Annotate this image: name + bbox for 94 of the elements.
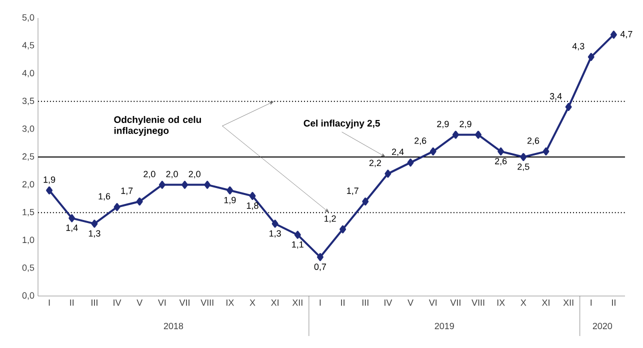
x-tick-label: VII bbox=[179, 300, 190, 306]
point bbox=[294, 230, 301, 239]
x-tick-label: I bbox=[320, 300, 321, 306]
data-label: 2,0 bbox=[144, 170, 156, 178]
point bbox=[68, 214, 76, 222]
point bbox=[565, 102, 572, 111]
data-label: 1,7 bbox=[347, 188, 358, 195]
text: 2019 bbox=[434, 322, 454, 330]
x-tick-label: II bbox=[70, 300, 74, 306]
point bbox=[430, 147, 436, 156]
point bbox=[498, 147, 504, 156]
data-label: 1,3 bbox=[88, 230, 100, 238]
data-label: 2,6 bbox=[527, 138, 540, 145]
point bbox=[249, 192, 256, 200]
point bbox=[588, 52, 594, 61]
x-tick-label: XI bbox=[271, 300, 278, 306]
ref-line-label: Cel inflacyjny 2,5 bbox=[304, 120, 380, 128]
x-tick-label: XII bbox=[563, 300, 574, 306]
data-label: 4,7 bbox=[620, 31, 632, 38]
point bbox=[182, 180, 188, 189]
data-label: 2,9 bbox=[437, 120, 449, 128]
data-label: 2,0 bbox=[166, 170, 178, 178]
x-tick-label: III bbox=[362, 300, 368, 306]
y-tick-label: 2,0 bbox=[22, 181, 34, 188]
x-tick-label: I bbox=[590, 300, 592, 306]
point bbox=[316, 253, 324, 262]
x-tick-label: XI bbox=[542, 300, 550, 306]
y-tick-label: 2,5 bbox=[22, 153, 34, 161]
data-label: 2,5 bbox=[518, 164, 530, 171]
text: 2020 bbox=[592, 322, 612, 330]
point bbox=[204, 180, 211, 189]
y-tick-label: 3,5 bbox=[22, 98, 34, 106]
x-tick-label: IX bbox=[497, 300, 505, 306]
point bbox=[158, 180, 166, 189]
x-tick-label: VIII bbox=[200, 300, 214, 306]
x-tick-label: II bbox=[612, 300, 616, 306]
y-tick-label: 0,5 bbox=[22, 264, 34, 272]
x-tick-label: V bbox=[136, 300, 143, 306]
x-tick-label: V bbox=[408, 300, 414, 306]
x-tick-label: X bbox=[250, 300, 256, 306]
x-tick-label: VII bbox=[450, 300, 460, 306]
x-tick-label: II bbox=[341, 300, 344, 306]
point bbox=[91, 220, 98, 228]
y-tick-label: 5,0 bbox=[22, 14, 34, 22]
point bbox=[362, 197, 369, 206]
x-tick-label: IV bbox=[384, 300, 392, 306]
x-tick-label: VIII bbox=[472, 300, 484, 306]
y-tick-label: 0,0 bbox=[22, 292, 34, 300]
data-label: 2,2 bbox=[369, 160, 381, 168]
x-tick-label: III bbox=[92, 300, 98, 306]
point bbox=[46, 186, 53, 194]
x-tick-label: VI bbox=[158, 300, 166, 306]
data-label: 1,2 bbox=[324, 215, 336, 223]
data-label: 2,9 bbox=[460, 120, 472, 128]
y-tick-label: 4,5 bbox=[22, 42, 34, 50]
data-label: 3,4 bbox=[550, 93, 562, 100]
x-tick-label: X bbox=[520, 300, 526, 306]
point bbox=[136, 197, 143, 206]
x-tick-label: VI bbox=[428, 300, 437, 306]
data-label: 1,9 bbox=[224, 196, 236, 204]
y-tick-label: 1,0 bbox=[22, 236, 34, 244]
point bbox=[340, 225, 346, 234]
data-label: 2,6 bbox=[414, 138, 426, 145]
data-label: 2,6 bbox=[495, 158, 507, 166]
point bbox=[114, 203, 120, 212]
point bbox=[272, 220, 278, 228]
x-tick-label: IX bbox=[226, 300, 234, 306]
data-label: 2,0 bbox=[188, 170, 200, 178]
data-label: 1,1 bbox=[292, 241, 304, 249]
point bbox=[226, 186, 234, 194]
point bbox=[407, 158, 414, 167]
point bbox=[542, 147, 550, 156]
point bbox=[452, 130, 459, 139]
data-label: 0,7 bbox=[314, 264, 326, 271]
data-label: 4,3 bbox=[572, 43, 584, 50]
x-tick-label: IV bbox=[114, 300, 122, 306]
data-label: 1,7 bbox=[121, 188, 133, 195]
point bbox=[384, 170, 392, 178]
y-tick-label: 3,0 bbox=[22, 125, 34, 133]
y-tick-label: 1,5 bbox=[22, 208, 34, 216]
data-label: 2,4 bbox=[392, 148, 404, 156]
text: 2018 bbox=[164, 322, 184, 330]
data-label: 1,6 bbox=[98, 193, 110, 201]
point bbox=[610, 30, 617, 39]
data-label: 1,3 bbox=[270, 230, 281, 238]
data-label: 1,9 bbox=[44, 176, 56, 184]
annotation: Odchylenie od celu inflacyjnego bbox=[114, 116, 201, 136]
point bbox=[475, 130, 482, 139]
x-tick-label: XII bbox=[292, 300, 302, 306]
point bbox=[520, 153, 527, 161]
x-tick-label: I bbox=[48, 300, 50, 306]
data-label: 1,8 bbox=[246, 202, 258, 210]
data-label: 1,4 bbox=[66, 224, 78, 232]
y-tick-label: 4,0 bbox=[22, 70, 34, 78]
